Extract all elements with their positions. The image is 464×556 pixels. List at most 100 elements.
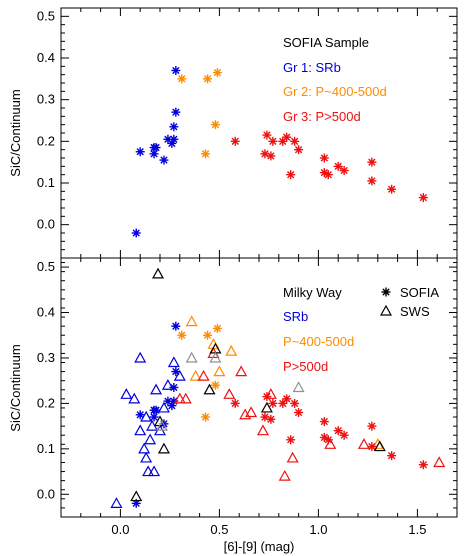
legend-marker-label-sws: SWS	[400, 304, 430, 319]
y-axis-label-top: SiC/Continuum	[8, 89, 23, 176]
data-point-sofia	[286, 435, 296, 445]
data-point-sws	[134, 351, 147, 363]
data-point-sofia	[151, 143, 161, 153]
data-point-sws	[189, 369, 202, 381]
data-point-sws	[225, 344, 238, 356]
data-point-sofia	[339, 166, 349, 175]
x-tick-label: 1.5	[408, 522, 426, 537]
y-tick-label: 0.0	[37, 217, 55, 232]
data-point-sofia	[212, 323, 222, 333]
data-point-sofia	[171, 367, 181, 377]
data-point-sws	[292, 381, 305, 393]
x-tick-label: 0.0	[111, 522, 129, 537]
data-point-sofia	[294, 407, 304, 417]
legend-top: SOFIA Sample Gr 1: SRb Gr 2: P~400-500d …	[283, 35, 387, 124]
y-tick-label: 0.4	[37, 50, 55, 65]
data-point-sofia	[169, 396, 179, 406]
data-point-sofia	[167, 401, 177, 411]
panel-bottom: 0.0 0.1 0.2 0.3 0.4 0.5 0.0 0.5 1.0 1.5 SiC/Conti…	[8, 257, 458, 554]
legend-marker-label-sofia: SOFIA	[400, 285, 439, 300]
data-point-sofia	[169, 134, 179, 144]
data-point-sofia	[210, 380, 220, 390]
data-point-sofia	[286, 170, 296, 180]
data-point-sofia	[212, 68, 222, 78]
plot-frame-bottom	[60, 257, 458, 518]
data-point-sofia	[131, 228, 141, 238]
legend-entry-p500-top: Gr 3: P>500d	[283, 109, 361, 124]
data-point-sofia	[367, 176, 377, 186]
data-point-sws	[148, 465, 161, 477]
marks-top	[131, 66, 428, 238]
axis-ticks-top: 0.0 0.1 0.2 0.3 0.4 0.5	[37, 8, 457, 259]
y-tick-label: 0.4	[37, 305, 55, 320]
data-point-sofia	[177, 330, 187, 340]
data-point-sofia	[230, 398, 240, 408]
data-point-sws	[120, 388, 133, 399]
data-point-sws	[167, 356, 180, 368]
data-point-sofia	[323, 170, 333, 180]
data-point-sofia	[387, 184, 397, 194]
y-tick-label: 0.0	[37, 486, 55, 501]
legend-bottom: Milky Way SRb P~400-500d P>500d SOFIA SW…	[283, 285, 439, 374]
x-tick-label: 1.0	[309, 522, 327, 537]
data-point-sws	[185, 351, 198, 363]
data-point-sofia	[367, 421, 377, 431]
data-point-sws	[373, 440, 386, 452]
legend-title-top: SOFIA Sample	[283, 35, 369, 50]
legend-entry-srb-bottom: SRb	[283, 309, 308, 324]
data-point-sofia	[230, 136, 240, 146]
data-point-sws	[157, 401, 170, 413]
data-point-sws	[150, 383, 163, 395]
data-point-sofia	[171, 66, 181, 75]
axis-ticks-bottom: 0.0 0.1 0.2 0.3 0.4 0.5 0.0 0.5 1.0 1.5	[37, 258, 457, 537]
y-tick-label: 0.3	[37, 350, 55, 365]
y-tick-label: 0.5	[37, 8, 55, 23]
data-point-sofia	[149, 412, 159, 422]
data-point-sofia	[333, 161, 343, 171]
data-point-sws	[128, 392, 141, 404]
data-point-sws	[213, 365, 226, 377]
data-point-sofia	[319, 153, 329, 163]
data-point-sws	[134, 424, 147, 436]
data-point-sofia	[290, 136, 300, 146]
data-point-sws	[185, 315, 198, 327]
plot-frame-top	[60, 7, 458, 259]
data-point-sofia	[171, 107, 181, 117]
data-point-sws	[433, 456, 446, 468]
data-point-sws	[138, 442, 151, 454]
data-point-sofia	[167, 138, 177, 148]
data-point-sws	[157, 442, 170, 454]
data-point-sofia	[169, 383, 179, 392]
data-point-sofia	[339, 430, 349, 440]
data-point-sws	[173, 392, 186, 404]
data-point-sofia	[418, 460, 428, 470]
x-tick-label: 0.5	[210, 522, 228, 537]
data-point-sws	[203, 383, 216, 395]
y-tick-label: 0.2	[37, 395, 55, 410]
data-point-sws	[197, 369, 210, 381]
data-point-sofia	[262, 130, 272, 140]
data-point-sofia	[135, 147, 145, 157]
data-point-sws	[140, 451, 153, 463]
data-point-sws	[286, 451, 299, 463]
marks-bottom	[110, 267, 446, 508]
data-point-sofia	[367, 157, 377, 167]
data-point-sofia	[319, 417, 329, 427]
data-point-sws	[130, 490, 143, 502]
data-point-sws	[223, 388, 236, 399]
data-point-sofia	[290, 398, 300, 408]
data-point-sws	[209, 351, 222, 363]
legend-marker-sofia-icon	[381, 287, 391, 297]
data-point-sofia	[282, 394, 292, 404]
y-tick-label: 0.3	[37, 92, 55, 107]
data-point-sofia	[323, 435, 333, 445]
data-point-sofia	[159, 155, 169, 165]
data-point-sofia	[268, 136, 278, 146]
y-tick-label: 0.1	[37, 175, 55, 190]
data-point-sws	[357, 438, 370, 449]
panel-top: 0.0 0.1 0.2 0.3 0.4 0.5 SiC/Continuum SOFIA S…	[8, 7, 458, 259]
data-point-sofia	[387, 451, 397, 461]
x-axis-label: [6]-[9] (mag)	[224, 539, 295, 554]
data-point-sofia	[418, 193, 428, 203]
